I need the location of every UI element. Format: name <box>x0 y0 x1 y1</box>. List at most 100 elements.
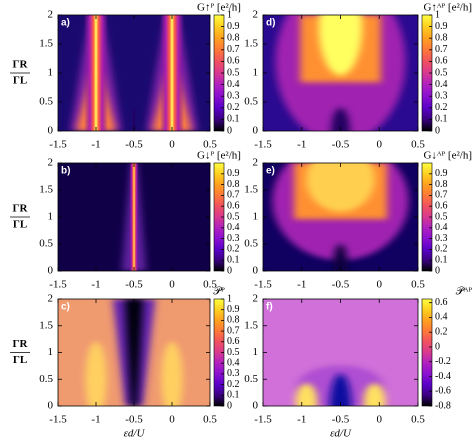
y-tick-label: 1.5 <box>39 184 53 196</box>
heat-field <box>58 299 210 406</box>
heat-shape <box>295 383 318 406</box>
heat-shape <box>83 15 109 131</box>
colorbar-tick-label: 0.4 <box>435 312 448 323</box>
y-tick-label: 0 <box>253 400 259 412</box>
colorbar-tick-label: 0.7 <box>227 190 240 201</box>
heat-shape <box>306 163 375 212</box>
heat-shape <box>318 15 363 76</box>
colorbar-tick-label: 0.2 <box>227 102 240 113</box>
colorbar-tick-label: 0.2 <box>435 102 448 113</box>
y-tick-label: 0.5 <box>244 96 258 108</box>
panel-label: c) <box>61 302 70 313</box>
colorbar-tick-label: 0.4 <box>435 79 448 90</box>
colorbar-tick-label: 0.5 <box>435 211 448 222</box>
x-tick-label: 0 <box>169 414 175 426</box>
colorbar-tick-label: 0.7 <box>227 44 240 55</box>
colorbar-tick-label: 0.3 <box>435 233 448 244</box>
y-axis-label: ΓR <box>13 203 29 215</box>
x-tick-label: -1 <box>297 414 306 426</box>
x-tick-label: -1 <box>91 414 100 426</box>
colorbar-label: 𝒫ᴬᴾ <box>456 286 473 298</box>
colorbar-tick-label: 0 <box>227 125 232 136</box>
y-tick-label: 0.5 <box>244 373 258 385</box>
colorbar-tick-label: 0.7 <box>227 325 240 336</box>
colorbar-tick-label: 0.1 <box>227 254 240 265</box>
x-tick-label: -1 <box>91 139 100 151</box>
x-tick-label: 0 <box>377 279 383 291</box>
colorbar-tick-label: 0.2 <box>227 244 240 255</box>
colorbar-tick-label: 0.6 <box>435 56 448 67</box>
y-tick-label: 1 <box>48 67 54 79</box>
x-tick-label: -1.5 <box>254 139 272 151</box>
colorbar-tick-label: -0.2 <box>435 356 451 367</box>
heat-shape <box>332 244 349 271</box>
colorbar-tick-label: 0.6 <box>435 200 448 211</box>
heat-field <box>263 299 418 406</box>
colorbar-tick-label: 0.1 <box>227 114 240 125</box>
y-tick-label: 1 <box>48 346 54 358</box>
heat-shape <box>159 15 185 131</box>
colorbar-tick-label: 0 <box>435 125 440 136</box>
x-tick-label: -0.5 <box>125 279 143 291</box>
colorbar-label: 𝒫ᴾ <box>213 286 225 298</box>
colorbar-tick-label: 0.4 <box>227 222 240 233</box>
y-axis-label: ΓR <box>13 59 29 71</box>
colorbar-tick-label: 0.5 <box>227 211 240 222</box>
colorbar-tick-label: 0.3 <box>227 233 240 244</box>
heat-shape <box>331 107 350 131</box>
x-tick-label: 0.5 <box>203 414 217 426</box>
y-tick-label: 1.5 <box>244 184 258 196</box>
y-tick-label: 2 <box>48 293 54 305</box>
colorbar-tick-label: 0.1 <box>227 390 240 401</box>
x-tick-label: 0 <box>377 139 383 151</box>
panel-label: d) <box>266 18 275 29</box>
colorbar-tick-label: 0.9 <box>227 168 240 179</box>
x-tick-label: -1.5 <box>49 414 67 426</box>
y-tick-label: 0.5 <box>39 373 53 385</box>
colorbar-tick-label: 1 <box>227 9 232 20</box>
colorbar-tick-label: 0.6 <box>227 56 240 67</box>
x-tick-label: 0.5 <box>203 279 217 291</box>
x-axis-label: εd/U <box>330 428 352 439</box>
heat-shape <box>124 299 144 406</box>
y-tick-label: 1 <box>48 211 54 223</box>
colorbar-tick-label: 0 <box>435 341 440 352</box>
colorbar <box>421 298 433 407</box>
colorbar-tick-label: 0.5 <box>435 67 448 78</box>
colorbar-tick-label: 0.8 <box>435 32 448 43</box>
colorbar-tick-label: 0.5 <box>227 347 240 358</box>
colorbar-tick-label: -0.8 <box>435 400 451 411</box>
heat-field <box>58 163 210 271</box>
colorbar-tick-label: 0 <box>227 265 232 276</box>
x-tick-label: -1.5 <box>49 139 67 151</box>
y-tick-label: 1 <box>253 211 259 223</box>
panel-label: e) <box>266 166 275 177</box>
heat-field <box>263 15 418 131</box>
colorbar-tick-label: 0.2 <box>227 379 240 390</box>
colorbar-tick-label: 1 <box>435 9 440 20</box>
panel-label: b) <box>61 166 70 177</box>
colorbar-tick-label: 0.2 <box>435 327 448 338</box>
y-axis-label: ΓL <box>13 354 27 366</box>
x-tick-label: 0.5 <box>411 279 425 291</box>
colorbar-tick-label: 0.6 <box>435 297 448 308</box>
colorbar-tick-label: 0.9 <box>227 21 240 32</box>
colorbar-tick-label: 0.1 <box>435 114 448 125</box>
y-tick-label: 0.5 <box>39 238 53 250</box>
colorbar-tick-label: 0.8 <box>227 32 240 43</box>
x-axis-label: εd/U <box>124 428 146 439</box>
colorbar-tick-label: 0.4 <box>227 79 240 90</box>
colorbar-tick-label: 0.4 <box>435 222 448 233</box>
x-tick-label: -0.5 <box>332 414 350 426</box>
panel-label: f) <box>266 302 273 313</box>
colorbar-tick-label: 0.9 <box>435 168 448 179</box>
y-tick-label: 1.5 <box>39 319 53 331</box>
x-tick-label: 0.5 <box>411 139 425 151</box>
colorbar-tick-label: 0.5 <box>227 67 240 78</box>
y-axis-label: ΓR <box>13 338 29 350</box>
y-axis-label: ΓL <box>13 75 27 87</box>
heat-shape <box>161 341 183 406</box>
colorbar-tick-label: -0.6 <box>435 386 451 397</box>
y-tick-label: 0 <box>48 265 54 277</box>
